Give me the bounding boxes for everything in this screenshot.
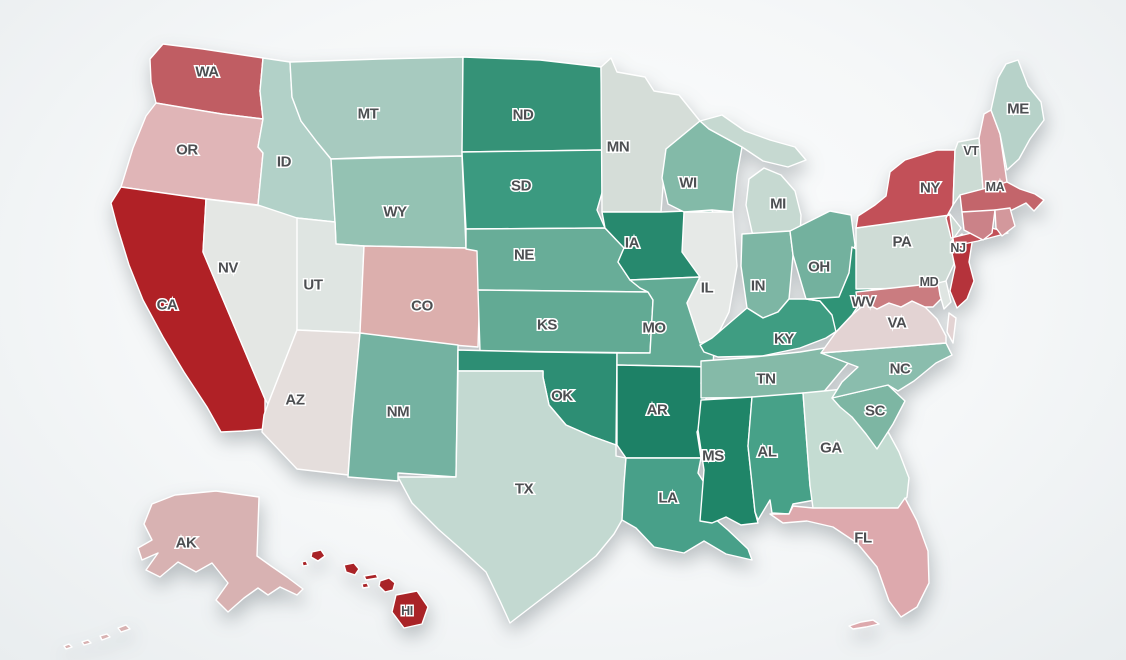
state-de[interactable] [937, 280, 952, 310]
state-fl[interactable] [769, 497, 930, 630]
state-nm[interactable] [347, 332, 459, 482]
state-wy[interactable] [330, 155, 467, 249]
state-co[interactable] [359, 245, 482, 348]
state-ny[interactable] [855, 149, 1009, 247]
state-sc[interactable] [831, 384, 906, 450]
state-ri[interactable] [994, 207, 1016, 237]
state-nc[interactable] [820, 342, 953, 399]
state-nd[interactable] [461, 56, 603, 153]
state-ks[interactable] [477, 289, 654, 354]
state-ak[interactable] [63, 490, 304, 650]
state-ar[interactable] [616, 364, 714, 459]
state-hi[interactable] [301, 549, 429, 629]
state-me[interactable] [990, 59, 1045, 171]
state-tx[interactable] [397, 370, 627, 624]
state-ct[interactable] [961, 209, 996, 241]
state-sd[interactable] [461, 149, 606, 230]
